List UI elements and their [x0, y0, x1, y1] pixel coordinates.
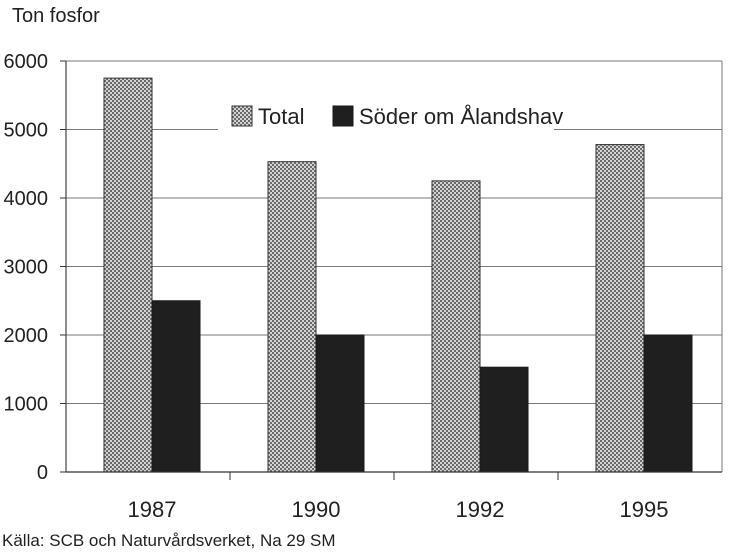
- legend: Total Söder om Ålandshav: [218, 97, 563, 135]
- y-tick-label: 1000: [4, 394, 49, 416]
- x-tick-label: 1987: [128, 497, 177, 522]
- source-note: Källa: SCB och Naturvårdsverket, Na 29 S…: [2, 531, 336, 550]
- x-tick-label: 1995: [620, 497, 669, 522]
- legend-swatch-soder-om-alandshav: [332, 105, 354, 127]
- legend-label-soder-om-alandshav: Söder om Ålandshav: [359, 104, 563, 129]
- legend-label-total: Total: [258, 104, 304, 129]
- bar-soder-om-alandshav-1990: [315, 334, 365, 473]
- y-tick-label: 4000: [4, 188, 49, 210]
- y-tick-label: 3000: [4, 257, 49, 279]
- y-tick-label: 0: [37, 462, 48, 484]
- legend-swatch-total: [231, 105, 253, 127]
- legend-background: [218, 97, 554, 135]
- y-tick-label: 2000: [4, 325, 49, 347]
- bar-total-1987: [103, 77, 153, 473]
- bar-total-1995: [595, 144, 645, 473]
- bar-soder-om-alandshav-1992: [479, 366, 529, 473]
- axis-layer: 0 1000 2000 3000 4000 5000 6000 1987 1990 1992 199…: [4, 51, 723, 522]
- bar-total-1990: [267, 161, 317, 473]
- y-tick-label: 6000: [4, 51, 49, 73]
- x-tick-label: 1992: [456, 497, 505, 522]
- bar-soder-om-alandshav-1987: [151, 300, 201, 473]
- bar-soder-om-alandshav-1995: [643, 334, 693, 473]
- y-axis-title: Ton fosfor: [12, 5, 100, 27]
- y-tick-label: 5000: [4, 120, 49, 142]
- x-tick-label: 1990: [292, 497, 341, 522]
- bar-total-1992: [431, 180, 481, 473]
- bars-layer: [103, 77, 693, 473]
